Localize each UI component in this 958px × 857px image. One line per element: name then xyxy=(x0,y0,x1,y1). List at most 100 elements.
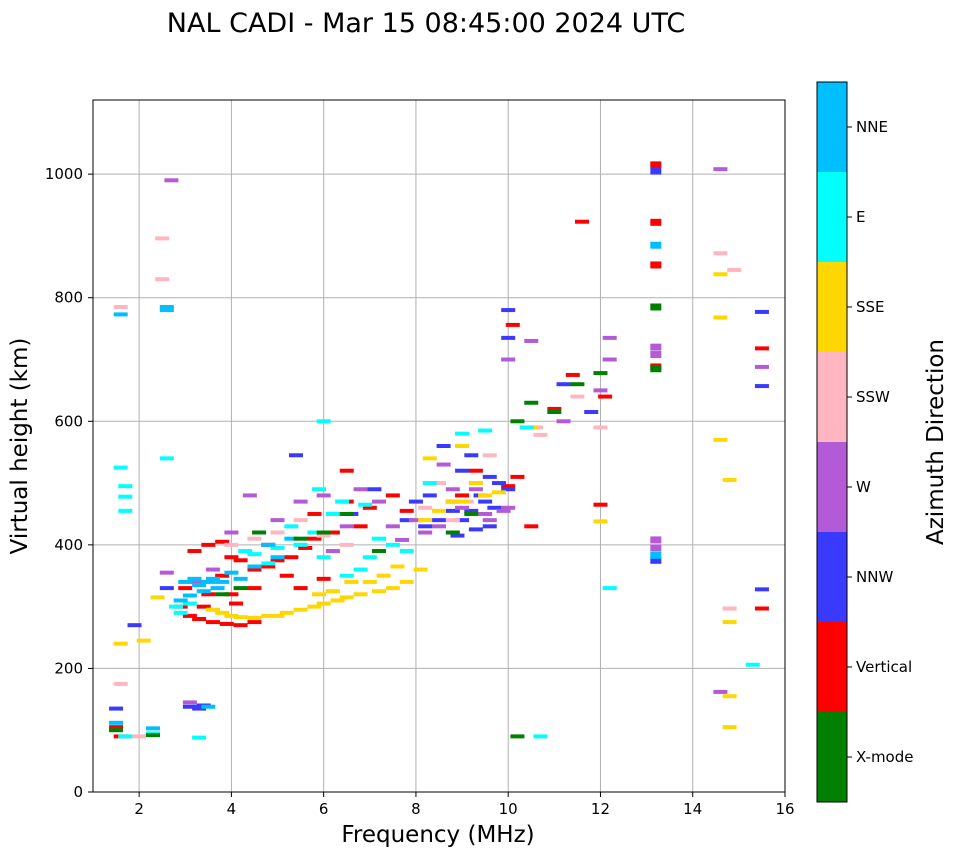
data-point xyxy=(307,604,322,609)
colorbar-segment-ssw xyxy=(817,352,847,442)
data-point xyxy=(754,364,769,369)
data-point xyxy=(215,610,230,615)
data-point xyxy=(487,505,502,510)
data-point xyxy=(399,579,414,584)
data-point xyxy=(353,487,368,492)
y-tick-label: 0 xyxy=(73,783,83,801)
data-point xyxy=(432,508,446,513)
data-point xyxy=(247,586,262,591)
data-point xyxy=(205,607,220,612)
data-point xyxy=(556,382,571,387)
data-point xyxy=(316,493,331,498)
data-point xyxy=(312,487,327,492)
data-point xyxy=(325,511,340,516)
data-point xyxy=(233,558,248,563)
y-tick-label: 200 xyxy=(54,659,83,677)
data-point xyxy=(284,555,299,560)
data-point xyxy=(178,579,193,584)
data-point xyxy=(713,251,728,256)
data-point xyxy=(182,613,197,618)
colorbar-frame xyxy=(816,81,848,803)
data-point xyxy=(510,474,525,479)
x-tick-label: 8 xyxy=(411,800,421,818)
data-point xyxy=(722,620,737,625)
data-point xyxy=(182,593,197,598)
data-point xyxy=(372,549,387,554)
data-point xyxy=(118,494,133,499)
data-point xyxy=(312,592,327,597)
series-ssw xyxy=(113,236,742,739)
data-point xyxy=(408,518,423,523)
colorbar-label-w: W xyxy=(856,478,871,496)
data-point xyxy=(159,570,174,575)
data-point xyxy=(293,536,308,541)
data-point xyxy=(650,167,662,175)
series-nne xyxy=(109,241,662,731)
data-point xyxy=(224,555,239,560)
data-point xyxy=(565,372,580,377)
data-point xyxy=(436,444,451,448)
x-axis-label: Frequency (MHz) xyxy=(341,822,534,848)
data-point xyxy=(455,444,470,448)
data-point xyxy=(224,592,239,597)
data-point xyxy=(593,425,608,430)
y-axis-label: Virtual height (km) xyxy=(7,338,33,555)
data-point xyxy=(713,689,728,694)
data-point xyxy=(445,508,460,513)
data-point xyxy=(445,499,460,504)
data-point xyxy=(413,567,428,572)
colorbar-segment-w xyxy=(817,442,847,532)
data-point xyxy=(127,623,142,628)
colorbar-label-nnw: NNW xyxy=(856,568,893,586)
series-nnw xyxy=(109,167,769,711)
data-point xyxy=(118,484,133,489)
colorbar-label-ssw: SSW xyxy=(856,388,890,406)
data-point xyxy=(713,315,728,320)
data-point xyxy=(418,524,433,529)
data-point xyxy=(247,552,262,557)
colorbar-segment-x-mode xyxy=(817,712,847,802)
grid-lines xyxy=(93,100,785,792)
data-point xyxy=(754,587,769,592)
chart-title: NAL CADI - Mar 15 08:45:00 2024 UTC xyxy=(167,8,685,39)
data-point xyxy=(362,505,377,510)
data-point xyxy=(556,419,571,424)
data-point xyxy=(408,499,423,504)
data-point xyxy=(390,564,405,569)
data-point xyxy=(491,490,506,495)
data-point xyxy=(233,586,248,591)
data-point xyxy=(293,586,308,591)
data-point xyxy=(362,555,377,560)
data-point xyxy=(547,410,562,415)
data-point xyxy=(325,549,340,554)
data-point xyxy=(316,533,331,538)
data-point xyxy=(754,384,769,389)
data-point xyxy=(109,720,124,725)
x-tick-label: 10 xyxy=(499,800,518,818)
data-point xyxy=(219,621,234,626)
data-point xyxy=(224,613,239,618)
data-point xyxy=(233,623,248,628)
x-tick-label: 14 xyxy=(683,800,702,818)
data-point xyxy=(330,598,345,603)
data-point xyxy=(279,610,294,615)
data-point xyxy=(261,542,276,547)
data-point xyxy=(713,437,728,442)
data-point xyxy=(450,533,465,538)
data-point xyxy=(372,499,387,504)
data-point xyxy=(201,592,216,597)
data-point xyxy=(519,425,534,430)
data-point xyxy=(445,487,460,492)
colorbar-label: Azimuth Direction xyxy=(923,339,949,545)
data-point xyxy=(584,410,599,415)
data-point xyxy=(432,524,446,529)
data-point xyxy=(650,351,662,359)
data-point xyxy=(113,641,128,646)
data-point xyxy=(501,487,516,492)
data-point xyxy=(501,505,516,510)
data-point xyxy=(247,564,262,569)
data-point xyxy=(344,579,359,584)
data-point xyxy=(284,524,299,529)
data-point xyxy=(445,530,460,535)
data-point xyxy=(524,338,539,343)
